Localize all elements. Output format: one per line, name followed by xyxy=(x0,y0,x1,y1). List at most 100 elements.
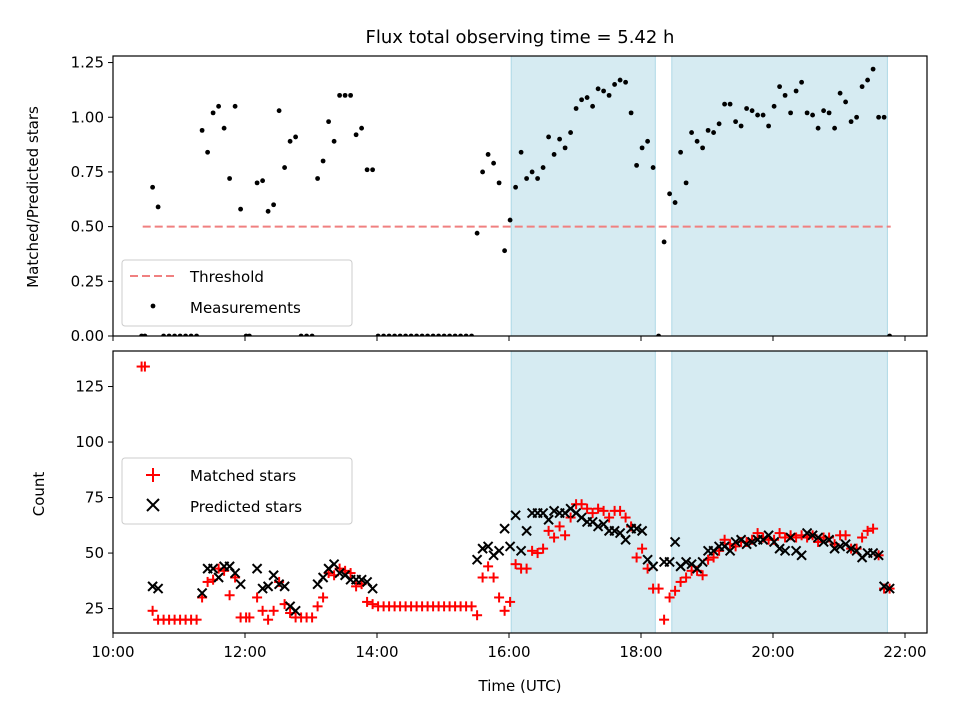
matched-stars-point xyxy=(532,548,543,559)
measurements-point xyxy=(760,112,766,118)
measurements-point xyxy=(612,82,617,87)
legend-predicted-label: Predicted stars xyxy=(190,498,302,516)
predicted-stars-point xyxy=(521,525,532,537)
matched-stars-point xyxy=(367,599,378,610)
legend-matched-label: Matched stars xyxy=(190,467,296,485)
predicted-stars-point xyxy=(367,583,378,594)
predicted-stars-point xyxy=(268,570,279,581)
measurements-point xyxy=(799,79,804,85)
measurements-point xyxy=(881,114,887,120)
measurements-point xyxy=(276,108,282,114)
matched-stars-point xyxy=(780,532,791,543)
axes-frame xyxy=(112,350,928,634)
measurements-point xyxy=(617,77,623,83)
measurements-point xyxy=(700,145,705,151)
matched-stars-point xyxy=(560,530,571,541)
measurements-point xyxy=(540,165,546,170)
measurements-point xyxy=(491,160,496,166)
measurements-point xyxy=(282,165,287,170)
predicted-stars-point xyxy=(884,583,895,594)
predicted-stars-point xyxy=(592,521,604,532)
matched-stars-point xyxy=(565,512,576,523)
predicted-stars-point xyxy=(548,505,560,517)
measurements-point xyxy=(529,169,535,175)
predicted-stars-point xyxy=(328,558,340,570)
matched-stars-point xyxy=(483,561,494,572)
matched-stars-point xyxy=(670,585,681,596)
matched-stars-point xyxy=(252,592,263,603)
matched-stars-point xyxy=(466,601,477,612)
legend-predicted-swatch xyxy=(146,498,160,512)
measurements-point xyxy=(579,97,584,103)
measurements-point xyxy=(716,121,722,127)
y-tick-label: 1.00 xyxy=(71,108,104,126)
x-tick-label: 12:00 xyxy=(223,643,266,661)
predicted-stars-point xyxy=(807,530,818,541)
measurements-point xyxy=(749,108,755,114)
measurements-point xyxy=(628,110,634,116)
measurements-point xyxy=(232,103,238,109)
measurements-point xyxy=(568,130,573,135)
bottom-ylabel: Count xyxy=(30,472,48,517)
measurements-point xyxy=(771,103,777,109)
matched-stars-point xyxy=(868,523,879,534)
predicted-stars-point xyxy=(730,536,741,548)
measurements-point xyxy=(474,230,480,236)
measurements-point xyxy=(551,152,557,157)
measurements-point xyxy=(535,176,540,181)
matched-stars-point xyxy=(857,532,868,543)
measurements-point xyxy=(265,208,271,214)
measurements-point xyxy=(326,119,331,125)
predicted-stars-point xyxy=(543,514,554,525)
axes-frame xyxy=(112,55,928,337)
measurements-point xyxy=(210,110,216,116)
matched-stars-point xyxy=(268,605,279,616)
measurements-point xyxy=(601,88,606,94)
measurements-point xyxy=(216,103,222,109)
measurements-point xyxy=(150,184,156,190)
predicted-stars-point xyxy=(356,574,367,585)
predicted-stars-point xyxy=(801,527,813,539)
matched-stars-point xyxy=(719,534,730,545)
measurements-point xyxy=(645,138,650,144)
measurements-point xyxy=(331,138,337,144)
predicted-stars-point xyxy=(636,525,648,537)
y-tick-label: 0.00 xyxy=(71,327,104,345)
matched-stars-point xyxy=(263,614,274,625)
measurements-point xyxy=(546,134,551,140)
matched-stars-point xyxy=(637,543,648,554)
predicted-stars-point xyxy=(279,581,290,592)
predicted-stars-point xyxy=(317,572,329,583)
matched-stars-point xyxy=(840,530,851,541)
observing-window-2 xyxy=(671,350,888,634)
predicted-stars-point xyxy=(818,536,829,548)
measurements-point xyxy=(705,127,711,133)
measurements-point xyxy=(199,127,205,133)
matched-stars-point xyxy=(604,512,615,523)
predicted-stars-point xyxy=(510,510,521,521)
measurements-point xyxy=(832,125,837,131)
x-tick-label: 14:00 xyxy=(355,643,398,661)
matched-stars-point xyxy=(521,563,532,574)
matched-stars-point xyxy=(139,361,150,372)
matched-stars-point xyxy=(752,528,763,539)
top-ylabel: Matched/Predicted stars xyxy=(24,106,42,288)
legend-measurements-label: Measurements xyxy=(190,299,301,317)
predicted-stars-point xyxy=(620,534,631,545)
xlabel: Time (UTC) xyxy=(478,677,562,695)
chart-title: Flux total observing time = 5.42 h xyxy=(366,27,675,48)
y-tick-label: 0.75 xyxy=(71,163,104,181)
x-tick-label: 16:00 xyxy=(487,643,530,661)
matched-stars-point xyxy=(488,572,499,583)
x-tick-label: 10:00 xyxy=(91,643,134,661)
measurements-point xyxy=(370,167,375,173)
measurements-point xyxy=(606,92,612,98)
measurements-point xyxy=(694,138,700,144)
measurements-point xyxy=(254,180,260,186)
measurements-point xyxy=(744,106,749,111)
matched-stars-point xyxy=(675,576,686,587)
matched-stars-point xyxy=(538,543,549,554)
matched-stars-point xyxy=(191,614,202,625)
predicted-stars-point xyxy=(867,547,879,559)
